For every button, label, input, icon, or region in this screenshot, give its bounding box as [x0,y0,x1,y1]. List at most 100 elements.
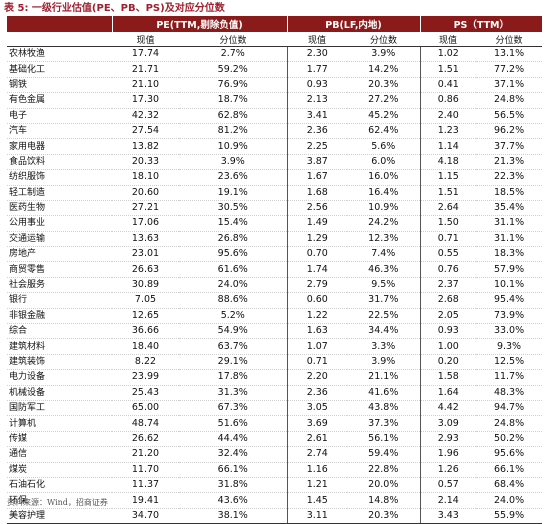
pb-value-cell: 0.70 [286,246,348,263]
ps-value-cell: 1.26 [419,462,477,478]
pe-value-cell: 12.65 [112,308,179,325]
pb-value-cell: 2.74 [286,446,348,463]
pe-value-cell: 13.82 [112,138,179,155]
ps-percentile-cell: 31.1% [476,215,543,232]
pe-percentile-cell: 63.7% [179,338,288,355]
pb-percentile-cell: 20.0% [347,477,421,494]
pb-value-cell: 2.25 [286,138,348,155]
pb-percentile-cell: 37.3% [347,415,421,432]
ps-value-cell: 1.15 [419,169,477,186]
pb-value-cell: 1.22 [286,308,348,325]
pb-percentile-cell: 56.1% [347,431,421,448]
pe-percentile-cell: 23.6% [179,169,288,186]
pe-percentile-cell: 81.2% [179,123,288,140]
ps-value-cell: 1.50 [419,215,477,232]
pb-percentile-cell: 43.8% [347,400,421,417]
industry-cell: 非银金融 [7,308,112,325]
pe-percentile-cell: 29.1% [179,354,288,371]
ps-percentile-cell: 10.1% [476,277,543,294]
ps-value-cell: 0.55 [419,246,477,263]
table-row: 基础化工 21.71 59.2% 1.77 14.2% 1.51 77.2% [7,61,543,78]
pe-percentile-cell: 18.7% [179,92,288,109]
industry-cell: 轻工制造 [7,185,112,201]
pe-percentile-cell: 95.6% [179,246,288,263]
pe-percentile-cell: 5.2% [179,308,288,325]
industry-cell: 电子 [7,108,112,124]
pe-value-cell: 65.00 [112,400,179,417]
pe-value-cell: 8.22 [112,354,179,371]
industry-cell: 农林牧渔 [7,46,112,63]
pb-percentile-cell: 3.9% [347,46,421,63]
table-row: 石油石化 11.37 31.8% 1.21 20.0% 0.57 68.4% [7,477,543,494]
pe-value-cell: 26.63 [112,261,179,278]
pe-percentile-cell: 59.2% [179,61,288,78]
table-row: 有色金属 17.30 18.7% 2.13 27.2% 0.86 24.8% [7,92,543,109]
ps-value-cell: 2.40 [419,108,477,124]
ps-value-cell: 3.09 [419,415,477,432]
ps-percentile-cell: 95.4% [476,292,543,309]
table-row: 家用电器 13.82 10.9% 2.25 5.6% 1.14 37.7% [7,138,543,155]
industry-cell: 钢铁 [7,77,112,94]
industry-cell: 社会服务 [7,277,112,294]
pb-percentile-cell: 10.9% [347,200,421,217]
table-row: 医药生物 27.21 30.5% 2.56 10.9% 2.64 35.4% [7,200,543,217]
pe-value-cell: 17.06 [112,215,179,232]
ps-group-header: PS（TTM） [419,16,543,32]
pe-percentile-cell: 51.6% [179,415,288,432]
industry-subheader-blank [7,32,112,47]
table-row: 房地产 23.01 95.6% 0.70 7.4% 0.55 18.3% [7,246,543,263]
ps-percentile-cell: 24.8% [476,92,543,109]
industry-cell: 建筑装饰 [7,354,112,371]
pb-percentile-cell: 31.7% [347,292,421,309]
pe-percentile-cell: 61.6% [179,261,288,278]
pb-percentile-cell: 5.6% [347,138,421,155]
pb-value-cell: 2.79 [286,277,348,294]
pb-percentile-cell: 20.3% [347,77,421,94]
table-caption: 表 5: 一级行业估值(PE、PB、PS)及对应分位数 [4,3,225,14]
ps-percentile-cell: 95.6% [476,446,543,463]
pb-value-cell: 2.36 [286,385,348,401]
pe-percentile-cell: 26.8% [179,231,288,248]
ps-value-cell: 0.86 [419,92,477,109]
pb-percentile-cell: 27.2% [347,92,421,109]
ps-value-cell: 0.71 [419,231,477,248]
ps-percentile-cell: 56.5% [476,108,543,124]
table-row: 国防军工 65.00 67.3% 3.05 43.8% 4.42 94.7% [7,400,543,417]
table-row: 机械设备 25.43 31.3% 2.36 41.6% 1.64 48.3% [7,385,543,401]
pb-percentile-cell: 45.2% [347,108,421,124]
ps-value-cell: 1.96 [419,446,477,463]
industry-cell: 医药生物 [7,200,112,217]
table-row: 社会服务 30.89 24.0% 2.79 9.5% 2.37 10.1% [7,277,543,294]
pe-value-cell: 19.41 [112,492,179,509]
pe-value-cell: 17.30 [112,92,179,109]
pe-value-cell: 21.20 [112,446,179,463]
pb-value-cell: 0.93 [286,77,348,94]
pb-value-cell: 0.71 [286,354,348,371]
ps-value-cell: 2.05 [419,308,477,325]
ps-value-cell: 2.93 [419,431,477,448]
table-row: 交通运输 13.63 26.8% 1.29 12.3% 0.71 31.1% [7,231,543,248]
ps-value-cell: 0.41 [419,77,477,94]
ps-value-cell: 1.64 [419,385,477,401]
industry-cell: 传媒 [7,431,112,448]
ps-percentile-cell: 50.2% [476,431,543,448]
table-row: 钢铁 21.10 76.9% 0.93 20.3% 0.41 37.1% [7,77,543,94]
pb-percentile-cell: 6.0% [347,154,421,171]
pe-value-cell: 20.33 [112,154,179,171]
ps-percentile-cell: 13.1% [476,46,543,63]
pb-value-cell: 2.61 [286,431,348,448]
pe-percentile-cell: 3.9% [179,154,288,171]
ps-value-cell: 0.20 [419,354,477,371]
pb-percentile-cell: 14.2% [347,61,421,78]
table-row: 汽车 27.54 81.2% 2.36 62.4% 1.23 96.2% [7,123,543,140]
industry-cell: 汽车 [7,123,112,140]
pe-value-cell: 21.10 [112,77,179,94]
ps-value-cell: 1.00 [419,338,477,355]
pb-percentile-header: 分位数 [347,32,421,47]
pe-value-cell: 48.74 [112,415,179,432]
industry-cell: 通信 [7,446,112,463]
pb-value-cell: 1.77 [286,61,348,78]
pe-value-cell: 26.62 [112,431,179,448]
pb-value-header: 现值 [287,32,348,47]
pe-percentile-cell: 30.5% [179,200,288,217]
